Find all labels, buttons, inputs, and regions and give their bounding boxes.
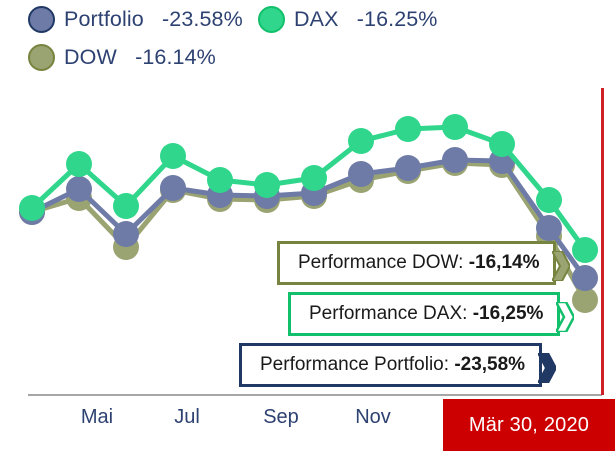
data-point-dax[interactable]: [442, 114, 468, 140]
circle-marker-icon-portfolio: [28, 6, 55, 33]
callout-dax-body: Performance DAX: -16,25%: [291, 295, 558, 333]
data-point-dax[interactable]: [536, 187, 562, 213]
x-axis-tick-jul: Jul: [174, 406, 200, 428]
callout-portfolio-pointer-icon: [538, 353, 557, 383]
legend-item-dow[interactable]: DOW -16.14%: [28, 44, 216, 71]
x-axis-tick-sep: Sep: [263, 406, 299, 428]
data-point-dax[interactable]: [160, 143, 186, 169]
callout-portfolio-label: Performance Portfolio:: [260, 354, 450, 375]
legend-value-portfolio: -23.58%: [162, 7, 243, 31]
data-point-dax[interactable]: [113, 193, 139, 219]
data-point-dax[interactable]: [395, 116, 421, 142]
callout-dow-pointer-icon: [552, 251, 571, 281]
callout-dow[interactable]: Performance DOW: -16,14%: [277, 241, 571, 285]
x-axis-tick-nov: Nov: [355, 406, 391, 428]
legend-name-dax: DAX: [294, 7, 339, 31]
chart-legend: Portfolio -23.58% DAX -16.25% DOW -16.14…: [0, 0, 615, 84]
callout-dax-pointer-icon: [556, 302, 575, 332]
legend-item-dax[interactable]: DAX -16.25%: [258, 6, 438, 33]
legend-name-dow: DOW: [64, 45, 117, 69]
callout-portfolio[interactable]: Performance Portfolio: -23,58%: [239, 343, 557, 387]
callout-portfolio-body: Performance Portfolio: -23,58%: [242, 346, 540, 384]
x-axis-tick-mai: Mai: [80, 406, 114, 428]
x-axis-line: [28, 394, 602, 396]
end-date-vertical-line: [601, 88, 604, 395]
end-date-badge: Mär 30, 2020: [443, 399, 615, 451]
callout-dow-value: -16,14%: [468, 252, 540, 273]
data-point-dax[interactable]: [254, 172, 280, 198]
data-point-dax[interactable]: [348, 128, 374, 154]
data-point-dax[interactable]: [572, 237, 598, 263]
data-point-portfolio[interactable]: [160, 175, 186, 201]
circle-marker-icon-dax: [258, 6, 285, 33]
data-point-portfolio[interactable]: [348, 161, 374, 187]
legend-value-dow: -16.14%: [135, 45, 216, 69]
data-point-portfolio[interactable]: [536, 215, 562, 241]
legend-label-dow: DOW -16.14%: [64, 45, 216, 70]
data-point-portfolio[interactable]: [66, 176, 92, 202]
callout-dax-label: Performance DAX:: [309, 303, 468, 324]
callout-portfolio-value: -23,58%: [454, 354, 526, 375]
series-canvas: [19, 114, 598, 313]
legend-value-dax: -16.25%: [356, 7, 438, 31]
data-point-dax[interactable]: [66, 151, 92, 177]
legend-label-portfolio: Portfolio -23.58%: [64, 7, 243, 32]
series-dax: [19, 114, 598, 263]
data-point-portfolio[interactable]: [113, 221, 139, 247]
callout-dow-label: Performance DOW:: [298, 252, 464, 273]
data-point-portfolio[interactable]: [442, 147, 468, 173]
callout-dow-body: Performance DOW: -16,14%: [280, 244, 554, 282]
legend-name-portfolio: Portfolio: [64, 7, 144, 31]
data-point-dax[interactable]: [19, 195, 45, 221]
callout-dax-value: -16,25%: [472, 303, 544, 324]
callout-dax[interactable]: Performance DAX: -16,25%: [288, 292, 575, 336]
data-point-dax[interactable]: [301, 165, 327, 191]
data-point-portfolio[interactable]: [572, 265, 598, 291]
legend-item-portfolio[interactable]: Portfolio -23.58%: [28, 6, 243, 33]
data-point-portfolio[interactable]: [395, 155, 421, 181]
data-point-dow[interactable]: [572, 287, 598, 313]
data-point-dax[interactable]: [207, 167, 233, 193]
legend-label-dax: DAX -16.25%: [294, 7, 438, 32]
plot-area: [0, 84, 615, 395]
circle-marker-icon-dow: [28, 44, 55, 71]
data-point-dax[interactable]: [489, 131, 515, 157]
